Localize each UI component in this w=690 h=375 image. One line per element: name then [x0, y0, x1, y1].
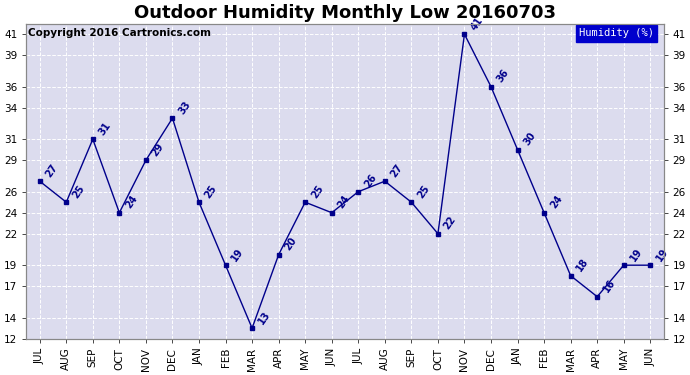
Text: 18: 18 [575, 256, 591, 273]
Text: 25: 25 [203, 183, 219, 200]
Text: 13: 13 [256, 309, 272, 326]
Text: 20: 20 [283, 236, 299, 252]
Text: 24: 24 [336, 194, 352, 210]
Text: 19: 19 [230, 246, 246, 263]
Text: 25: 25 [70, 183, 86, 200]
Text: 36: 36 [495, 68, 511, 84]
Text: 25: 25 [415, 183, 431, 200]
Text: 30: 30 [522, 131, 538, 147]
Text: 25: 25 [309, 183, 325, 200]
Text: 27: 27 [44, 162, 60, 179]
Text: Humidity (%): Humidity (%) [579, 28, 654, 39]
Text: 27: 27 [389, 162, 405, 179]
Text: 19: 19 [628, 246, 644, 263]
Text: 31: 31 [97, 120, 113, 137]
Text: Copyright 2016 Cartronics.com: Copyright 2016 Cartronics.com [28, 28, 210, 39]
Title: Outdoor Humidity Monthly Low 20160703: Outdoor Humidity Monthly Low 20160703 [134, 4, 556, 22]
Text: 16: 16 [602, 278, 618, 294]
Text: 24: 24 [124, 194, 139, 210]
Text: 22: 22 [442, 215, 458, 231]
Text: 24: 24 [549, 194, 564, 210]
Text: 29: 29 [150, 141, 166, 158]
Text: 33: 33 [177, 99, 193, 116]
Text: 19: 19 [654, 246, 671, 263]
Text: 26: 26 [362, 173, 378, 189]
Text: 41: 41 [469, 15, 484, 32]
